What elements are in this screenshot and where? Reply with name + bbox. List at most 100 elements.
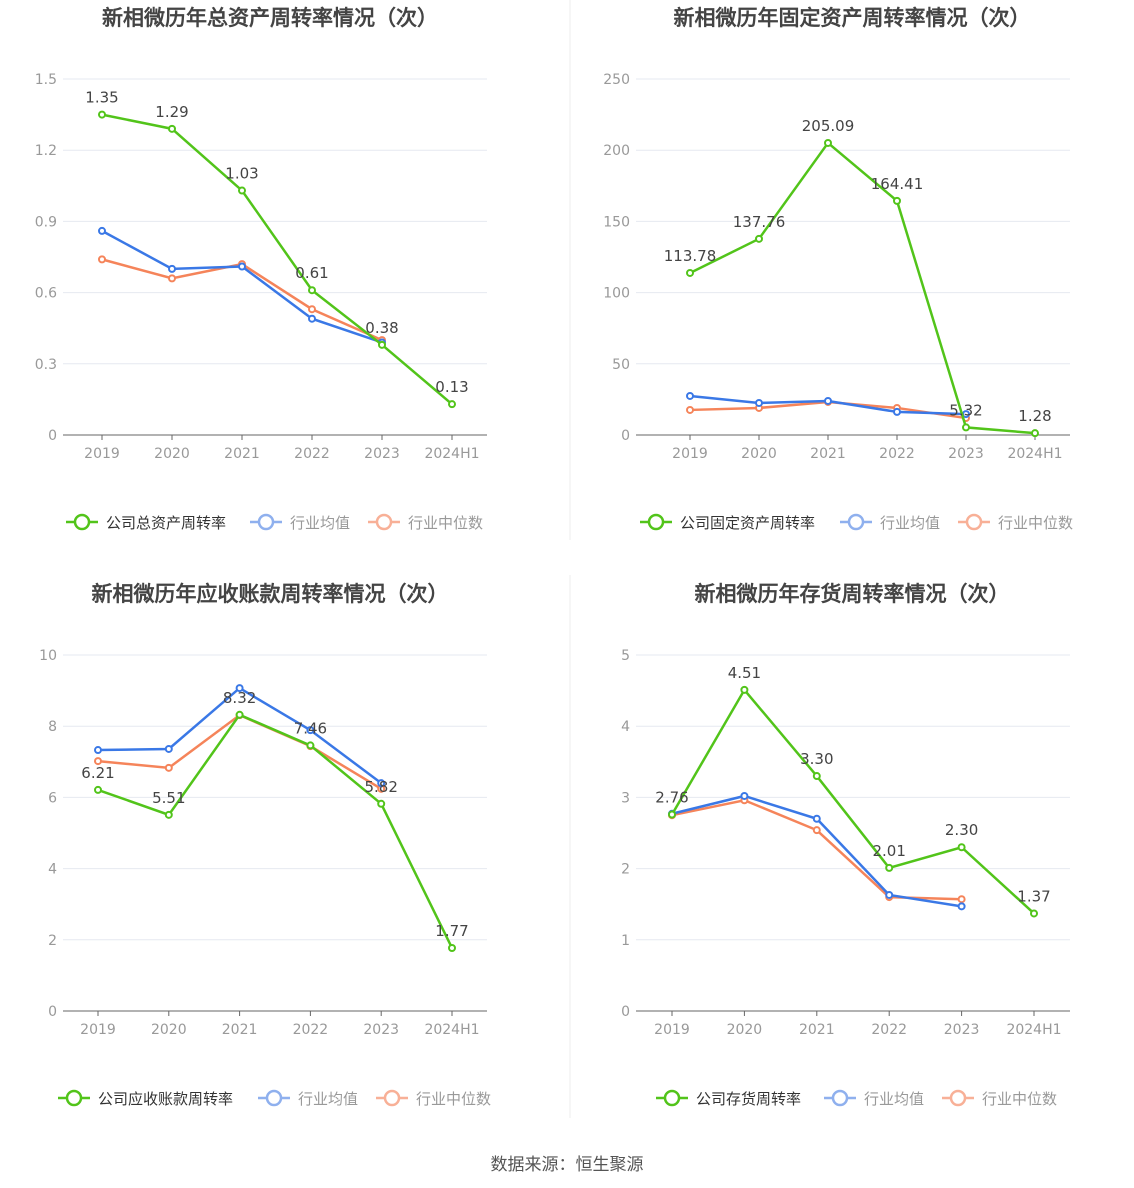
data-label: 5.82 — [364, 778, 397, 796]
series-line-2 — [671, 794, 962, 908]
legend-circle-icon — [73, 513, 91, 531]
legend-item-2[interactable]: 行业均值 — [824, 1089, 924, 1108]
y-tick-label: 5 — [621, 648, 630, 664]
y-tick-label: 250 — [603, 72, 630, 88]
legend-item-2[interactable]: 行业均值 — [258, 1089, 358, 1108]
y-tick-label: 0 — [621, 428, 630, 444]
legend-item-2[interactable]: 行业均值 — [840, 513, 940, 532]
data-point — [377, 799, 386, 808]
chart-title: 新相微历年应收账款周转率情况（次） — [92, 582, 449, 606]
chart-1: 新相微历年总资产周转率情况（次） 0 0.3 0.6 0.9 1.2 1.5 2019 2020… — [35, 6, 487, 532]
x-tick-label: 2022 — [871, 1022, 907, 1038]
x-tick-label: 2020 — [154, 446, 190, 462]
data-label: 0.61 — [295, 264, 328, 282]
data-point — [755, 234, 763, 243]
data-point — [824, 396, 832, 405]
legend-circle-icon — [831, 1089, 849, 1107]
legend-label: 行业均值 — [298, 1090, 358, 1108]
legend-circle-icon — [949, 1089, 967, 1107]
y-tick-label: 4 — [621, 719, 630, 735]
x-tick-label: 2021 — [224, 446, 260, 462]
data-label: 4.51 — [728, 664, 761, 682]
data-point — [885, 890, 894, 899]
data-point — [98, 110, 106, 119]
y-tick-label: 0 — [48, 1004, 57, 1020]
data-label: 0.38 — [365, 319, 398, 337]
legend-circle-icon — [265, 1089, 283, 1107]
data-label: 7.46 — [294, 719, 327, 737]
series-line-1 — [101, 113, 453, 406]
data-point — [686, 391, 694, 400]
data-point — [740, 791, 749, 800]
data-point — [686, 405, 694, 414]
data-point — [1030, 909, 1038, 918]
data-point — [377, 779, 386, 788]
x-tick-label: 2024H1 — [424, 446, 479, 462]
legend-item-1[interactable]: 公司总资产周转率 — [66, 513, 226, 532]
legend-item-2[interactable]: 行业均值 — [250, 513, 350, 532]
data-point — [448, 943, 456, 952]
data-label: 205.09 — [802, 117, 855, 135]
data-point — [1031, 429, 1039, 438]
x-tick-label: 2019 — [672, 446, 708, 462]
data-source: 数据来源：恒生聚源 — [490, 1155, 644, 1175]
chart-3: 新相微历年应收账款周转率情况（次） 0 2 4 6 8 10 2019 2020 2021 2022… — [39, 582, 491, 1108]
legend-item-1[interactable]: 公司存货周转率 — [656, 1089, 801, 1108]
data-point — [686, 268, 694, 277]
chart-4: 新相微历年存货周转率情况（次） 0 1 2 3 4 5 2019 2020 2021 2022 202… — [621, 582, 1070, 1108]
legend-item-3[interactable]: 行业中位数 — [942, 1089, 1057, 1108]
x-tick-label: 2021 — [222, 1022, 258, 1038]
data-point — [94, 757, 102, 766]
data-label: 6.21 — [81, 764, 114, 782]
data-point — [164, 763, 173, 772]
data-point — [740, 685, 749, 694]
legend-item-1[interactable]: 公司固定资产周转率 — [640, 513, 815, 532]
legend-circle-icon — [65, 1089, 83, 1107]
series-line-1 — [670, 687, 1035, 915]
y-tick-label: 3 — [621, 790, 630, 806]
data-label: 8.32 — [223, 689, 256, 707]
data-point — [885, 863, 894, 872]
legend-item-3[interactable]: 行业中位数 — [376, 1089, 491, 1108]
data-point — [308, 314, 316, 323]
data-point — [812, 814, 821, 823]
y-tick-label: 2 — [48, 933, 57, 949]
data-point — [812, 826, 821, 835]
data-label: 5.32 — [949, 401, 982, 419]
series-line-1 — [689, 141, 1036, 435]
data-label: 137.76 — [733, 213, 786, 231]
chart-title: 新相微历年总资产周转率情况（次） — [102, 6, 438, 30]
legend-item-3[interactable]: 行业中位数 — [958, 513, 1073, 532]
y-tick-label: 200 — [603, 143, 630, 159]
x-tick-label: 2021 — [810, 446, 846, 462]
y-tick-label: 1 — [621, 933, 630, 949]
data-label: 0.13 — [435, 378, 468, 396]
legend-label: 行业中位数 — [998, 514, 1073, 532]
legend-circle-icon — [965, 513, 983, 531]
data-point — [168, 274, 176, 283]
data-point — [168, 124, 176, 133]
data-point — [235, 710, 244, 719]
x-tick-label: 2020 — [151, 1022, 187, 1038]
series-line-2 — [101, 229, 383, 344]
data-point — [448, 400, 456, 409]
data-point — [957, 843, 966, 852]
data-point — [755, 398, 763, 407]
legend-circle-icon — [375, 513, 393, 531]
data-point — [378, 340, 386, 349]
legend-item-3[interactable]: 行业中位数 — [368, 513, 483, 532]
data-label: 164.41 — [871, 175, 924, 193]
data-point — [668, 810, 676, 819]
chart-2: 新相微历年固定资产周转率情况（次） 0 50 100 150 200 250 2019 2020… — [603, 6, 1073, 532]
data-point — [98, 226, 106, 235]
legend-label: 行业均值 — [290, 514, 350, 532]
data-point — [164, 810, 173, 819]
y-tick-label: 4 — [48, 862, 57, 878]
x-tick-label: 2024H1 — [424, 1022, 479, 1038]
chart-title: 新相微历年存货周转率情况（次） — [695, 582, 1010, 606]
y-tick-label: 100 — [603, 286, 630, 302]
x-tick-label: 2022 — [879, 446, 915, 462]
legend-item-1[interactable]: 公司应收账款周转率 — [58, 1089, 233, 1108]
data-label: 1.29 — [155, 103, 188, 121]
